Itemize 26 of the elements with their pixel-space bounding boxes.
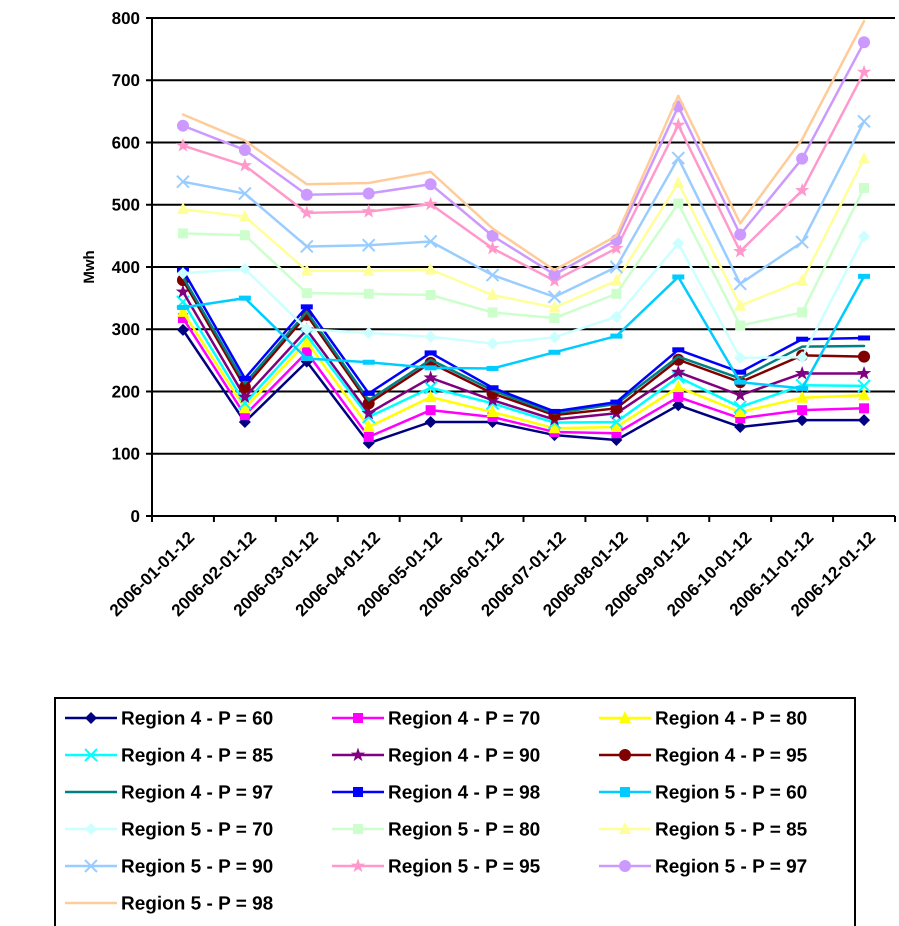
legend-label: Region 5 - P = 60: [655, 782, 808, 804]
legend-label: Region 5 - P = 80: [388, 820, 540, 841]
legend-label: Region 4 - P = 60: [121, 708, 274, 730]
legend-label: Region 5 - P = 90: [121, 856, 274, 878]
y-tick-label: 300: [112, 320, 140, 340]
legend-label: Region 4 - P = 95: [655, 746, 808, 767]
legend-label: Region 5 - P = 97: [655, 856, 808, 878]
y-tick-label: 200: [112, 382, 140, 402]
legend-label: Region 5 - P = 70: [121, 820, 274, 841]
y-tick-label: 700: [112, 71, 140, 90]
legend-label: Region 4 - P = 90: [388, 746, 540, 767]
legend-label: Region 4 - P = 85: [121, 746, 274, 767]
y-axis-title: Mwh: [81, 250, 98, 284]
legend-label: Region 4 - P = 98: [388, 782, 540, 804]
y-tick-label: 100: [112, 444, 140, 464]
legend-label: Region 4 - P = 70: [388, 708, 540, 730]
y-tick-label: 400: [112, 258, 140, 277]
y-tick-label: 600: [112, 133, 140, 152]
y-tick-label: 0: [130, 506, 140, 526]
legend-label: Region 4 - P = 97: [121, 782, 274, 804]
legend-label: Region 4 - P = 80: [655, 708, 808, 730]
legend-label: Region 5 - P = 95: [388, 856, 541, 878]
legend-label: Region 5 - P = 85: [655, 820, 808, 841]
y-tick-label: 800: [112, 8, 140, 28]
y-tick-label: 500: [112, 196, 140, 215]
legend-label: Region 5 - P = 98: [121, 894, 274, 915]
